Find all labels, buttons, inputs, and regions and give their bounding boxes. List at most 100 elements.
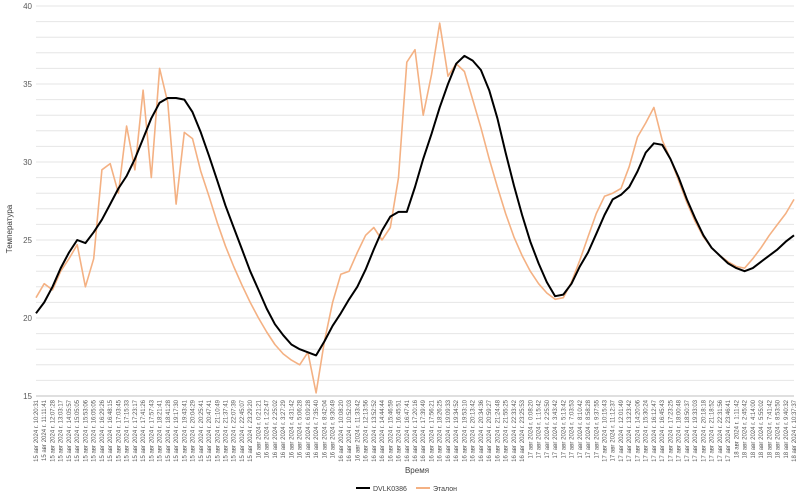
x-tick-label: 16 авг 2024 г. 19:09:33: [446, 399, 452, 462]
x-tick-label: 15 авг 2024 г. 11:11:41: [42, 399, 48, 461]
x-tick-label: 16 авг 2024 г. 21:24:48: [495, 399, 501, 462]
x-tick-label: 18 авг 2024 г. 2:45:42: [743, 399, 749, 458]
y-tick-label: 25: [23, 236, 32, 245]
x-tick-label: 15 авг 2024 г. 14:05:57: [67, 399, 73, 462]
x-tick-label: 16 авг 2024 г. 0:21:21: [256, 399, 262, 458]
legend-label: Эталон: [433, 486, 457, 493]
x-tick-label: 16 авг 2024 г. 20:34:36: [479, 399, 485, 462]
series-line-dvlk0386: [35, 54, 795, 357]
x-tick-label: 16 авг 2024 г. 19:34:52: [454, 399, 460, 462]
x-tick-label: 15 авг 2024 г. 17:41:26: [141, 399, 147, 462]
y-tick-label: 30: [23, 158, 32, 167]
x-tick-label: 17 авг 2024 г. 16:12:47: [652, 399, 658, 462]
x-tick-label: 17 авг 2024 г. 3:43:42: [553, 399, 559, 458]
x-tick-label: 16 авг 2024 г. 10:08:20: [339, 399, 345, 462]
x-tick-label: 16 авг 2024 г. 2:25:02: [273, 399, 279, 458]
x-tick-label: 17 авг 2024 г. 5:13:42: [561, 399, 567, 458]
x-tick-label: 16 авг 2024 г. 23:25:53: [520, 399, 526, 462]
x-tick-label: 16 авг 2024 г. 15:46:59: [388, 399, 394, 462]
x-tick-label: 16 авг 2024 г. 5:06:28: [298, 399, 304, 458]
x-tick-label: 15 авг 2024 г. 16:48:15: [108, 399, 114, 462]
x-tick-label: 17 авг 2024 г. 8:58:28: [586, 399, 592, 458]
x-tick-label: 16 авг 2024 г. 10:52:03: [347, 399, 353, 462]
x-tick-label: 15 авг 2024 г. 15:05:05: [75, 399, 81, 462]
x-tick-label: 16 авг 2024 г. 17:56:21: [429, 399, 435, 462]
x-tick-label: 17 авг 2024 г. 21:18:52: [710, 399, 716, 462]
x-tick-label: 18 авг 2024 г. 1:11:42: [734, 399, 740, 458]
x-tick-label: 18 авг 2024 г. 7:41:42: [767, 399, 773, 458]
x-tick-label: 15 авг 2024 г. 13:03:17: [59, 399, 65, 462]
x-tick-label: 18 авг 2024 г. 9:40:32: [784, 399, 790, 458]
x-tick-label: 17 авг 2024 г. 13:23:42: [627, 399, 633, 462]
x-tick-label: 16 авг 2024 г. 17:20:16: [413, 399, 419, 462]
gridlines: [36, 5, 794, 397]
x-tick-label: 15 авг 2024 г. 23:29:20: [248, 399, 254, 462]
x-tick-label: 17 авг 2024 г. 16:45:43: [660, 399, 666, 462]
x-tick-label: 17 авг 2024 г. 7:03:53: [570, 399, 576, 458]
x-tick-label: 16 авг 2024 г. 6:09:28: [306, 399, 312, 458]
x-tick-label: 15 авг 2024 г. 17:23:17: [133, 399, 139, 462]
x-tick-label: 17 авг 2024 г. 1:15:42: [537, 399, 543, 458]
x-tick-label: 15 авг 2024 г. 17:15:33: [125, 399, 131, 462]
y-tick-label: 15: [23, 392, 32, 401]
x-tick-label: 15 авг 2024 г. 20:47:41: [207, 399, 213, 462]
x-tick-label: 18 авг 2024 г. 10:37:37: [792, 399, 798, 462]
y-axis-title: Температура: [5, 204, 14, 253]
x-tick-label: 17 авг 2024 г. 8:10:42: [578, 399, 584, 458]
x-tick-label: 16 авг 2024 г. 1:22:47: [265, 399, 271, 458]
x-tick-label: 15 авг 2024 г. 21:37:41: [224, 399, 230, 462]
y-tick-label: 40: [23, 2, 32, 11]
x-tick-label: 15 авг 2024 г. 15:53:06: [83, 399, 89, 462]
x-tick-label: 16 авг 2024 г. 16:45:51: [397, 399, 403, 462]
x-tick-label: 17 авг 2024 г. 0:08:20: [528, 399, 534, 458]
x-tick-label: 16 авг 2024 г. 21:55:25: [504, 399, 510, 462]
x-tick-label: 17 авг 2024 г. 9:37:55: [594, 399, 600, 458]
x-tick-label: 17 авг 2024 г. 10:15:43: [603, 399, 609, 462]
x-tick-label: 16 авг 2024 г. 17:39:49: [421, 399, 427, 462]
x-tick-label: 15 авг 2024 г. 16:05:05: [92, 399, 98, 462]
series-line-эталон: [35, 22, 795, 394]
y-tick-label: 20: [23, 314, 32, 323]
x-tick-label: 17 авг 2024 г. 19:33:03: [693, 399, 699, 462]
x-tick-label: 17 авг 2024 г. 18:50:37: [685, 399, 691, 462]
series-lines: [35, 22, 795, 394]
x-tick-label: 15 авг 2024 г. 22:45:07: [240, 399, 246, 462]
x-tick-label: 15 авг 2024 г. 20:04:29: [191, 399, 197, 462]
x-tick-label: 16 авг 2024 г. 12:13:56: [364, 399, 370, 462]
x-tick-label: 16 авг 2024 г. 20:59:27: [487, 399, 493, 462]
x-tick-label: 15 авг 2024 г. 20:25:41: [199, 399, 205, 462]
x-tick-label: 15 авг 2024 г. 10:20:31: [34, 399, 40, 462]
x-tick-label: 16 авг 2024 г. 14:44:44: [380, 399, 386, 462]
x-tick-label: 16 авг 2024 г. 9:30:49: [331, 399, 337, 458]
x-tick-label: 17 авг 2024 г. 12:01:49: [619, 399, 625, 462]
x-tick-label: 17 авг 2024 г. 11:12:37: [611, 399, 617, 461]
x-tick-labels: 15 авг 2024 г. 10:20:31 15 авг 2024 г. 11…: [34, 399, 798, 462]
x-tick-label: 18 авг 2024 г. 5:55:02: [759, 399, 765, 458]
x-tick-label: 16 авг 2024 г. 4:31:42: [289, 399, 295, 458]
x-tick-label: 16 авг 2024 г. 7:35:40: [314, 399, 320, 458]
x-tick-label: 15 авг 2024 г. 19:17:30: [174, 399, 180, 462]
x-tick-label: 16 авг 2024 г. 19:53:10: [462, 399, 468, 462]
x-tick-label: 16 авг 2024 г. 3:27:29: [281, 399, 287, 458]
x-tick-label: 15 авг 2024 г. 17:03:45: [116, 399, 122, 462]
x-tick-label: 15 авг 2024 г. 19:43:41: [182, 399, 188, 462]
x-tick-label: 17 авг 2024 г. 20:18:18: [701, 399, 707, 462]
x-tick-label: 15 авг 2024 г. 22:07:39: [232, 399, 238, 462]
x-tick-label: 17 авг 2024 г. 15:30:24: [644, 399, 650, 462]
x-tick-label: 17 авг 2024 г. 2:25:50: [545, 399, 551, 458]
x-tick-label: 16 авг 2024 г. 8:42:04: [322, 399, 328, 458]
legend: DVLK0386 Эталон: [356, 486, 457, 493]
x-tick-label: 16 авг 2024 г. 20:13:42: [471, 399, 477, 462]
x-tick-label: 17 авг 2024 г. 23:46:41: [726, 399, 732, 462]
x-tick-label: 16 авг 2024 г. 16:47:41: [405, 399, 411, 462]
y-tick-label: 35: [23, 80, 32, 89]
x-tick-label: 15 авг 2024 г. 12:07:28: [50, 399, 56, 462]
x-tick-label: 15 авг 2024 г. 17:57:43: [149, 399, 155, 462]
x-tick-label: 18 авг 2024 г. 8:53:50: [776, 399, 782, 458]
x-tick-label: 16 авг 2024 г. 22:33:42: [512, 399, 518, 462]
legend-label: DVLK0386: [373, 486, 407, 493]
x-tick-label: 15 авг 2024 г. 21:10:49: [215, 399, 221, 462]
x-tick-label: 16 авг 2024 г. 13:52:52: [372, 399, 378, 462]
x-tick-label: 15 авг 2024 г. 18:21:41: [158, 399, 164, 462]
